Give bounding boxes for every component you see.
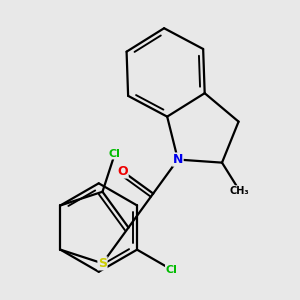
Text: S: S <box>98 257 107 270</box>
Text: N: N <box>173 153 183 166</box>
Text: O: O <box>118 165 128 178</box>
Text: Cl: Cl <box>166 265 177 275</box>
Text: CH₃: CH₃ <box>230 186 249 196</box>
Text: Cl: Cl <box>109 149 121 159</box>
